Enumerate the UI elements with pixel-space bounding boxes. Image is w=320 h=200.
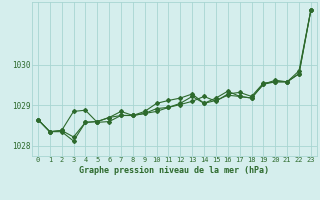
X-axis label: Graphe pression niveau de la mer (hPa): Graphe pression niveau de la mer (hPa) — [79, 166, 269, 175]
